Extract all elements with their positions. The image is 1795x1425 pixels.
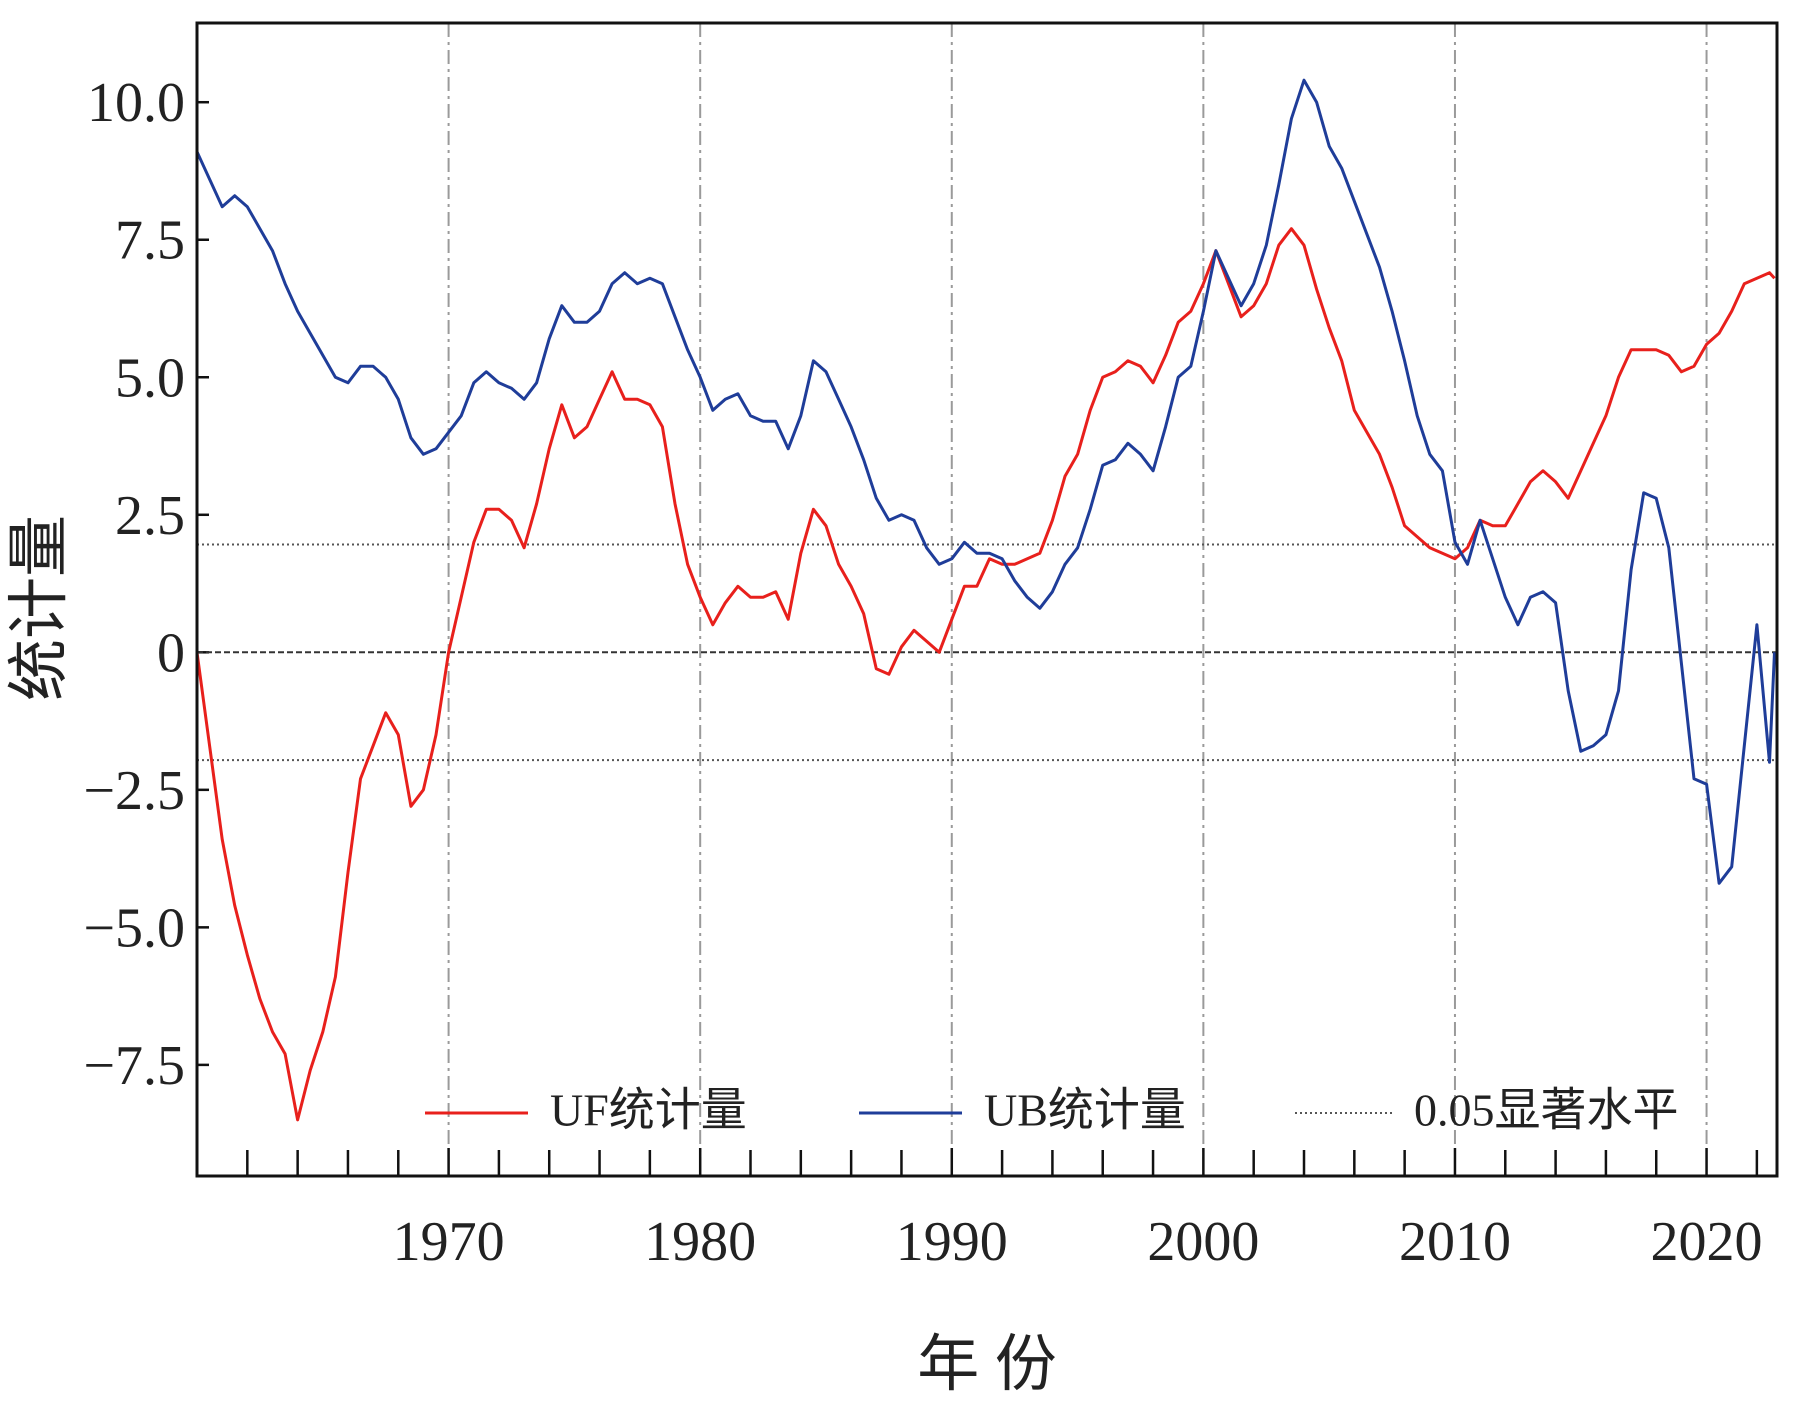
legend-label: UF统计量 (550, 1085, 747, 1136)
y-tick-label: 0 (157, 622, 185, 684)
data-line (195, 78, 1776, 885)
x-tick-label: 1980 (644, 1211, 756, 1273)
legend-label: UB统计量 (984, 1085, 1186, 1136)
x-tick-label: 1990 (896, 1211, 1008, 1273)
x-tick-label: 2020 (1651, 1211, 1763, 1273)
x-tick-label: 2010 (1399, 1211, 1511, 1273)
x-axis-title: 年 份 (917, 1331, 1057, 1399)
y-tick-label: 2.5 (115, 485, 185, 547)
x-tick-label: 2000 (1147, 1211, 1259, 1273)
y-tick-label: 7.5 (115, 210, 185, 272)
legend-label: 0.05显著水平 (1414, 1085, 1679, 1136)
y-tick-label: 5.0 (115, 347, 185, 409)
y-tick-label: 10.0 (87, 72, 185, 134)
x-tick-label: 1970 (393, 1211, 505, 1273)
y-tick-label: −2.5 (83, 760, 185, 822)
y-tick-label: −7.5 (83, 1035, 185, 1097)
plot-frame (195, 21, 1779, 1178)
data-line (195, 227, 1776, 1122)
y-tick-label: −5.0 (83, 897, 185, 959)
y-axis-title: 统计量 (6, 515, 74, 701)
